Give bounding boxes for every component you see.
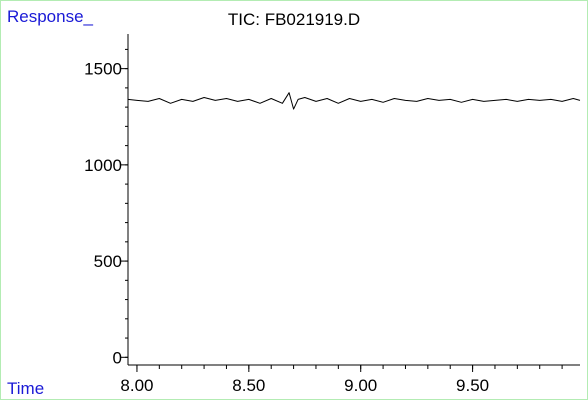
y-axis-label: Response_: [7, 7, 94, 26]
x-axis-label: Time: [7, 379, 44, 398]
y-tick-label: 1000: [84, 156, 122, 175]
x-tick-label: 8.50: [232, 376, 265, 395]
y-tick-label: 0: [113, 348, 122, 367]
x-tick-label: 9.00: [344, 376, 377, 395]
y-tick-label: 1500: [84, 60, 122, 79]
plot-series: [127, 92, 581, 110]
x-tick-label: 8.00: [120, 376, 153, 395]
chart-title: TIC: FB021919.D: [228, 10, 360, 29]
x-tick-label: 9.50: [456, 376, 489, 395]
y-tick-label: 500: [94, 252, 122, 271]
axes: 0 500 1000 1500 8.00 8.50 9.00 9.50: [84, 34, 580, 395]
tic-series-line: [127, 92, 581, 110]
